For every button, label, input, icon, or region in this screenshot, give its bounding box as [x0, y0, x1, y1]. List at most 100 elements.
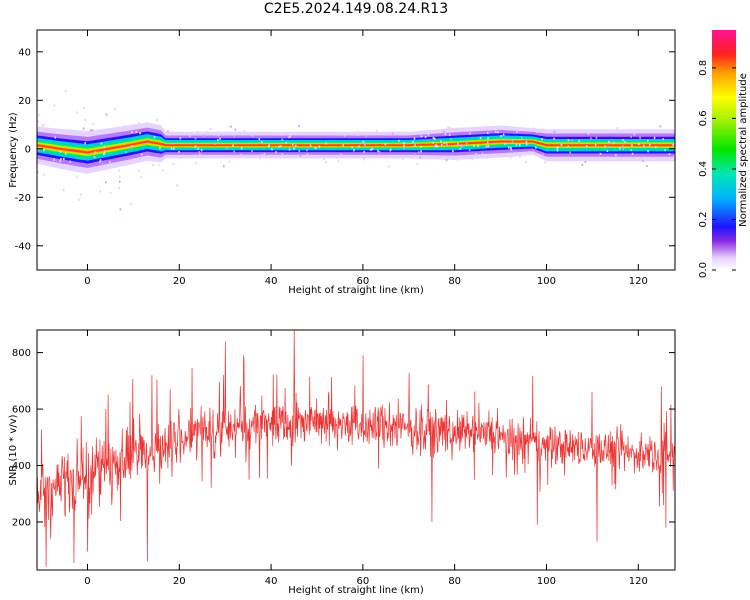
heatmap-speckle — [139, 132, 141, 135]
heatmap-ytick-label: 0 — [25, 144, 31, 155]
snr-panel: 0 20 40 60 80 100 120 200 400 600 800 Height of st… — [8, 329, 676, 596]
heatmap-speckle — [131, 130, 133, 133]
heatmap-speckle — [608, 145, 610, 148]
heatmap-speckle — [59, 160, 62, 163]
heatmap-speckle — [443, 141, 446, 145]
heatmap-speckle — [140, 153, 143, 156]
heatmap-xtick-label: 100 — [537, 276, 556, 287]
heatmap-speckle — [556, 149, 559, 152]
heatmap-speckle — [578, 139, 580, 142]
heatmap-speckle — [205, 131, 208, 134]
heatmap-xtick-label: 40 — [265, 276, 278, 287]
heatmap-speckle — [424, 135, 427, 138]
heatmap-speckle — [194, 137, 197, 140]
heatmap-speckle — [471, 158, 474, 161]
heatmap-speckle — [298, 124, 300, 127]
snr-ytick-label: 400 — [12, 461, 31, 472]
heatmap-speckle — [542, 153, 544, 156]
heatmap-speckle — [325, 142, 328, 145]
heatmap-speckle — [260, 154, 263, 157]
heatmap-speckle — [673, 155, 675, 158]
heatmap-speckle — [465, 142, 468, 145]
heatmap-xtick-label: 60 — [357, 276, 370, 287]
heatmap-speckle — [233, 150, 235, 153]
heatmap-speckle — [535, 146, 537, 149]
heatmap-speckle — [285, 141, 288, 144]
heatmap-speckle — [37, 149, 40, 152]
heatmap-speckle — [298, 149, 301, 153]
heatmap-speckle — [630, 135, 632, 138]
heatmap-speckle — [619, 147, 621, 150]
heatmap-speckle — [289, 156, 291, 159]
heatmap-speckle — [390, 148, 392, 151]
heatmap-speckle — [438, 156, 440, 159]
heatmap-speckle — [94, 151, 97, 154]
heatmap-speckle — [216, 131, 219, 134]
heatmap-speckle — [528, 151, 531, 154]
heatmap-xlabel: Height of straight line (km) — [288, 285, 424, 296]
heatmap-speckle — [505, 138, 508, 141]
heatmap-speckle — [518, 152, 521, 155]
heatmap-speckle — [604, 145, 606, 148]
heatmap-speckle — [647, 150, 649, 153]
heatmap-speckle — [444, 133, 447, 136]
heatmap-speckle — [509, 156, 512, 159]
heatmap-speckle — [172, 162, 175, 165]
heatmap-speckle — [487, 137, 489, 140]
colorbar-tick-label: 0.4 — [698, 161, 709, 177]
heatmap-speckle — [309, 144, 312, 147]
heatmap-speckle — [384, 143, 387, 146]
heatmap-speckle — [100, 142, 103, 145]
heatmap-speckle — [560, 143, 563, 146]
snr-ytick-label: 600 — [12, 405, 31, 416]
heatmap-speckle — [434, 145, 437, 148]
heatmap-speckle — [375, 129, 378, 132]
heatmap-speckle — [314, 146, 317, 149]
heatmap-speckle — [358, 145, 360, 148]
snr-axes: 0 20 40 60 80 100 120 200 400 600 800 — [12, 330, 675, 587]
heatmap-speckle — [60, 157, 62, 161]
heatmap-ytick-label: 20 — [18, 96, 31, 107]
heatmap-speckle — [64, 90, 67, 93]
heatmap-speckle — [291, 143, 294, 146]
heatmap-speckle — [378, 151, 381, 154]
heatmap-speckle — [196, 130, 199, 133]
heatmap-speckle — [62, 189, 65, 192]
heatmap-speckle — [323, 158, 325, 161]
heatmap-speckle — [481, 152, 484, 155]
heatmap-speckle — [485, 145, 488, 148]
heatmap-speckle — [307, 146, 309, 149]
heatmap-speckle — [109, 161, 111, 164]
heatmap-speckle — [99, 190, 102, 193]
heatmap-axes: 0 20 40 60 80 100 120 -40 -20 0 20 40 — [15, 30, 675, 287]
heatmap-speckle — [198, 151, 200, 154]
heatmap-speckle — [553, 137, 555, 140]
heatmap-speckle — [43, 173, 45, 176]
heatmap-speckle — [643, 144, 645, 147]
heatmap-speckle — [343, 134, 346, 137]
heatmap-speckle — [38, 114, 40, 117]
heatmap-speckle — [99, 159, 102, 162]
heatmap-speckle — [363, 158, 365, 161]
heatmap-speckle — [137, 121, 140, 125]
heatmap-speckle — [639, 136, 641, 139]
heatmap-speckle — [556, 147, 558, 150]
heatmap-speckle — [138, 169, 140, 172]
heatmap-speckle — [351, 146, 353, 149]
heatmap-speckle — [84, 118, 87, 122]
heatmap-band-core — [37, 140, 675, 154]
heatmap-speckle — [80, 193, 82, 196]
heatmap-speckle — [633, 133, 636, 136]
heatmap-speckle — [43, 123, 45, 126]
snr-frame — [36, 329, 676, 571]
heatmap-band — [37, 90, 675, 211]
heatmap-speckle — [616, 127, 619, 130]
heatmap-speckle — [569, 151, 571, 154]
heatmap-speckle — [668, 153, 671, 156]
heatmap-speckle — [436, 145, 438, 148]
heatmap-speckle — [590, 137, 592, 140]
heatmap-speckle — [275, 151, 277, 154]
heatmap-ytick-label: -40 — [15, 241, 31, 252]
heatmap-speckle — [477, 144, 479, 147]
